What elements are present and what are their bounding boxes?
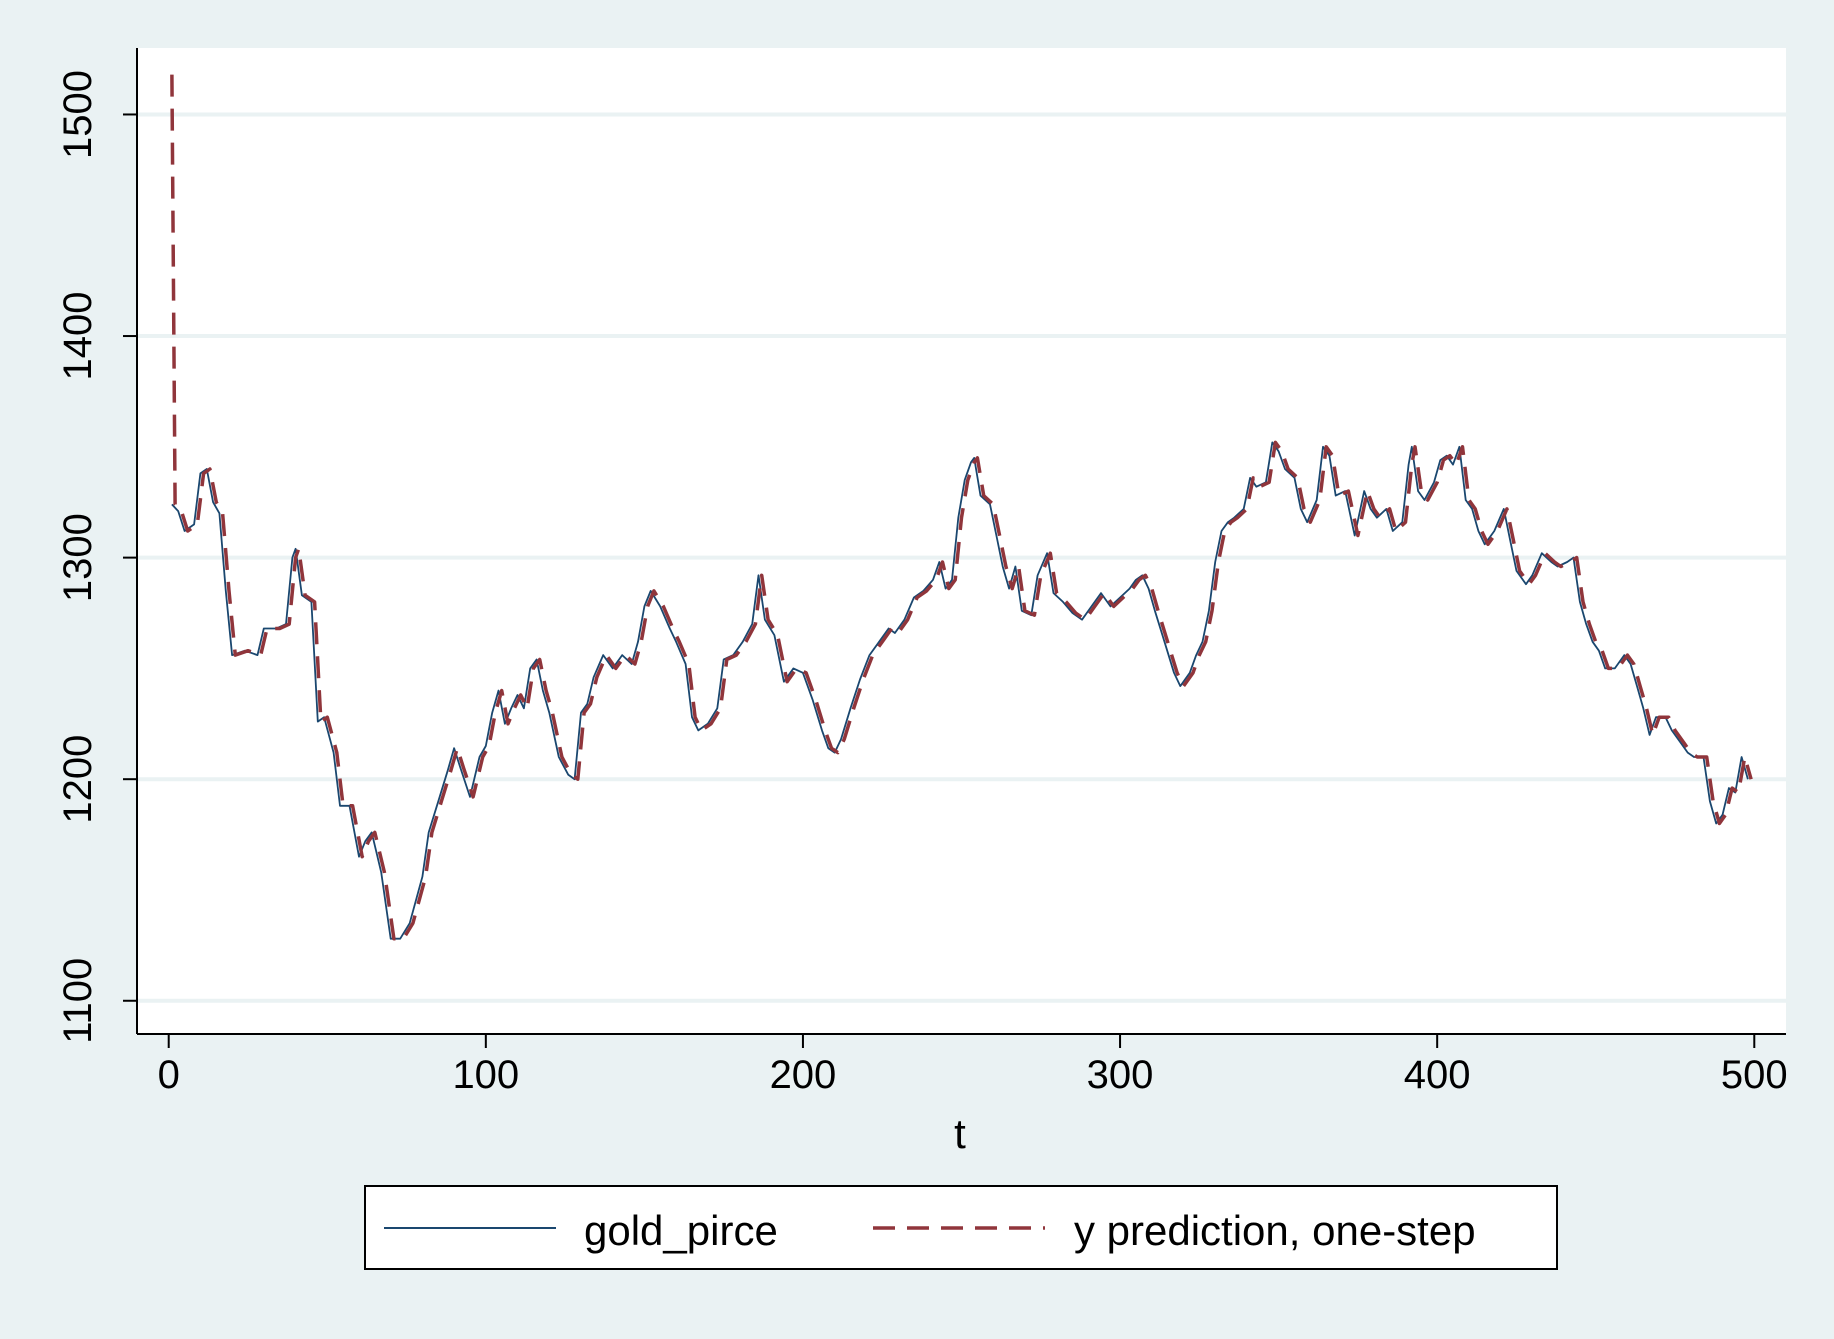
series-group (170, 74, 1753, 941)
y-tick-label: 1300 (56, 513, 100, 602)
x-tick-label: 200 (770, 1053, 837, 1097)
legend-label-prediction: y prediction, one-step (1074, 1207, 1476, 1254)
x-tick-label: 100 (452, 1053, 519, 1097)
x-tick-label: 300 (1087, 1053, 1154, 1097)
x-axis-title: t (954, 1110, 966, 1157)
gridlines (137, 112, 1786, 1003)
plot-area (137, 48, 1786, 1034)
axis-ticks: 1100 1200 1300 1400 1500 0 100 200 300 400 500 (56, 70, 1788, 1097)
axes (136, 48, 1786, 1035)
series-line-gold-price (171, 441, 1749, 940)
series-line-prediction (170, 74, 1753, 941)
x-tick-label: 0 (158, 1053, 180, 1097)
x-tick-label: 400 (1404, 1053, 1471, 1097)
legend: gold_pirce y prediction, one-step (364, 1185, 1558, 1270)
y-tick-label: 1200 (56, 735, 100, 824)
legend-label-gold-price: gold_pirce (584, 1207, 778, 1254)
y-tick-label: 1400 (56, 292, 100, 381)
y-tick-label: 1500 (56, 70, 100, 159)
x-tick-label: 500 (1721, 1053, 1788, 1097)
y-tick-label: 1100 (56, 958, 100, 1044)
